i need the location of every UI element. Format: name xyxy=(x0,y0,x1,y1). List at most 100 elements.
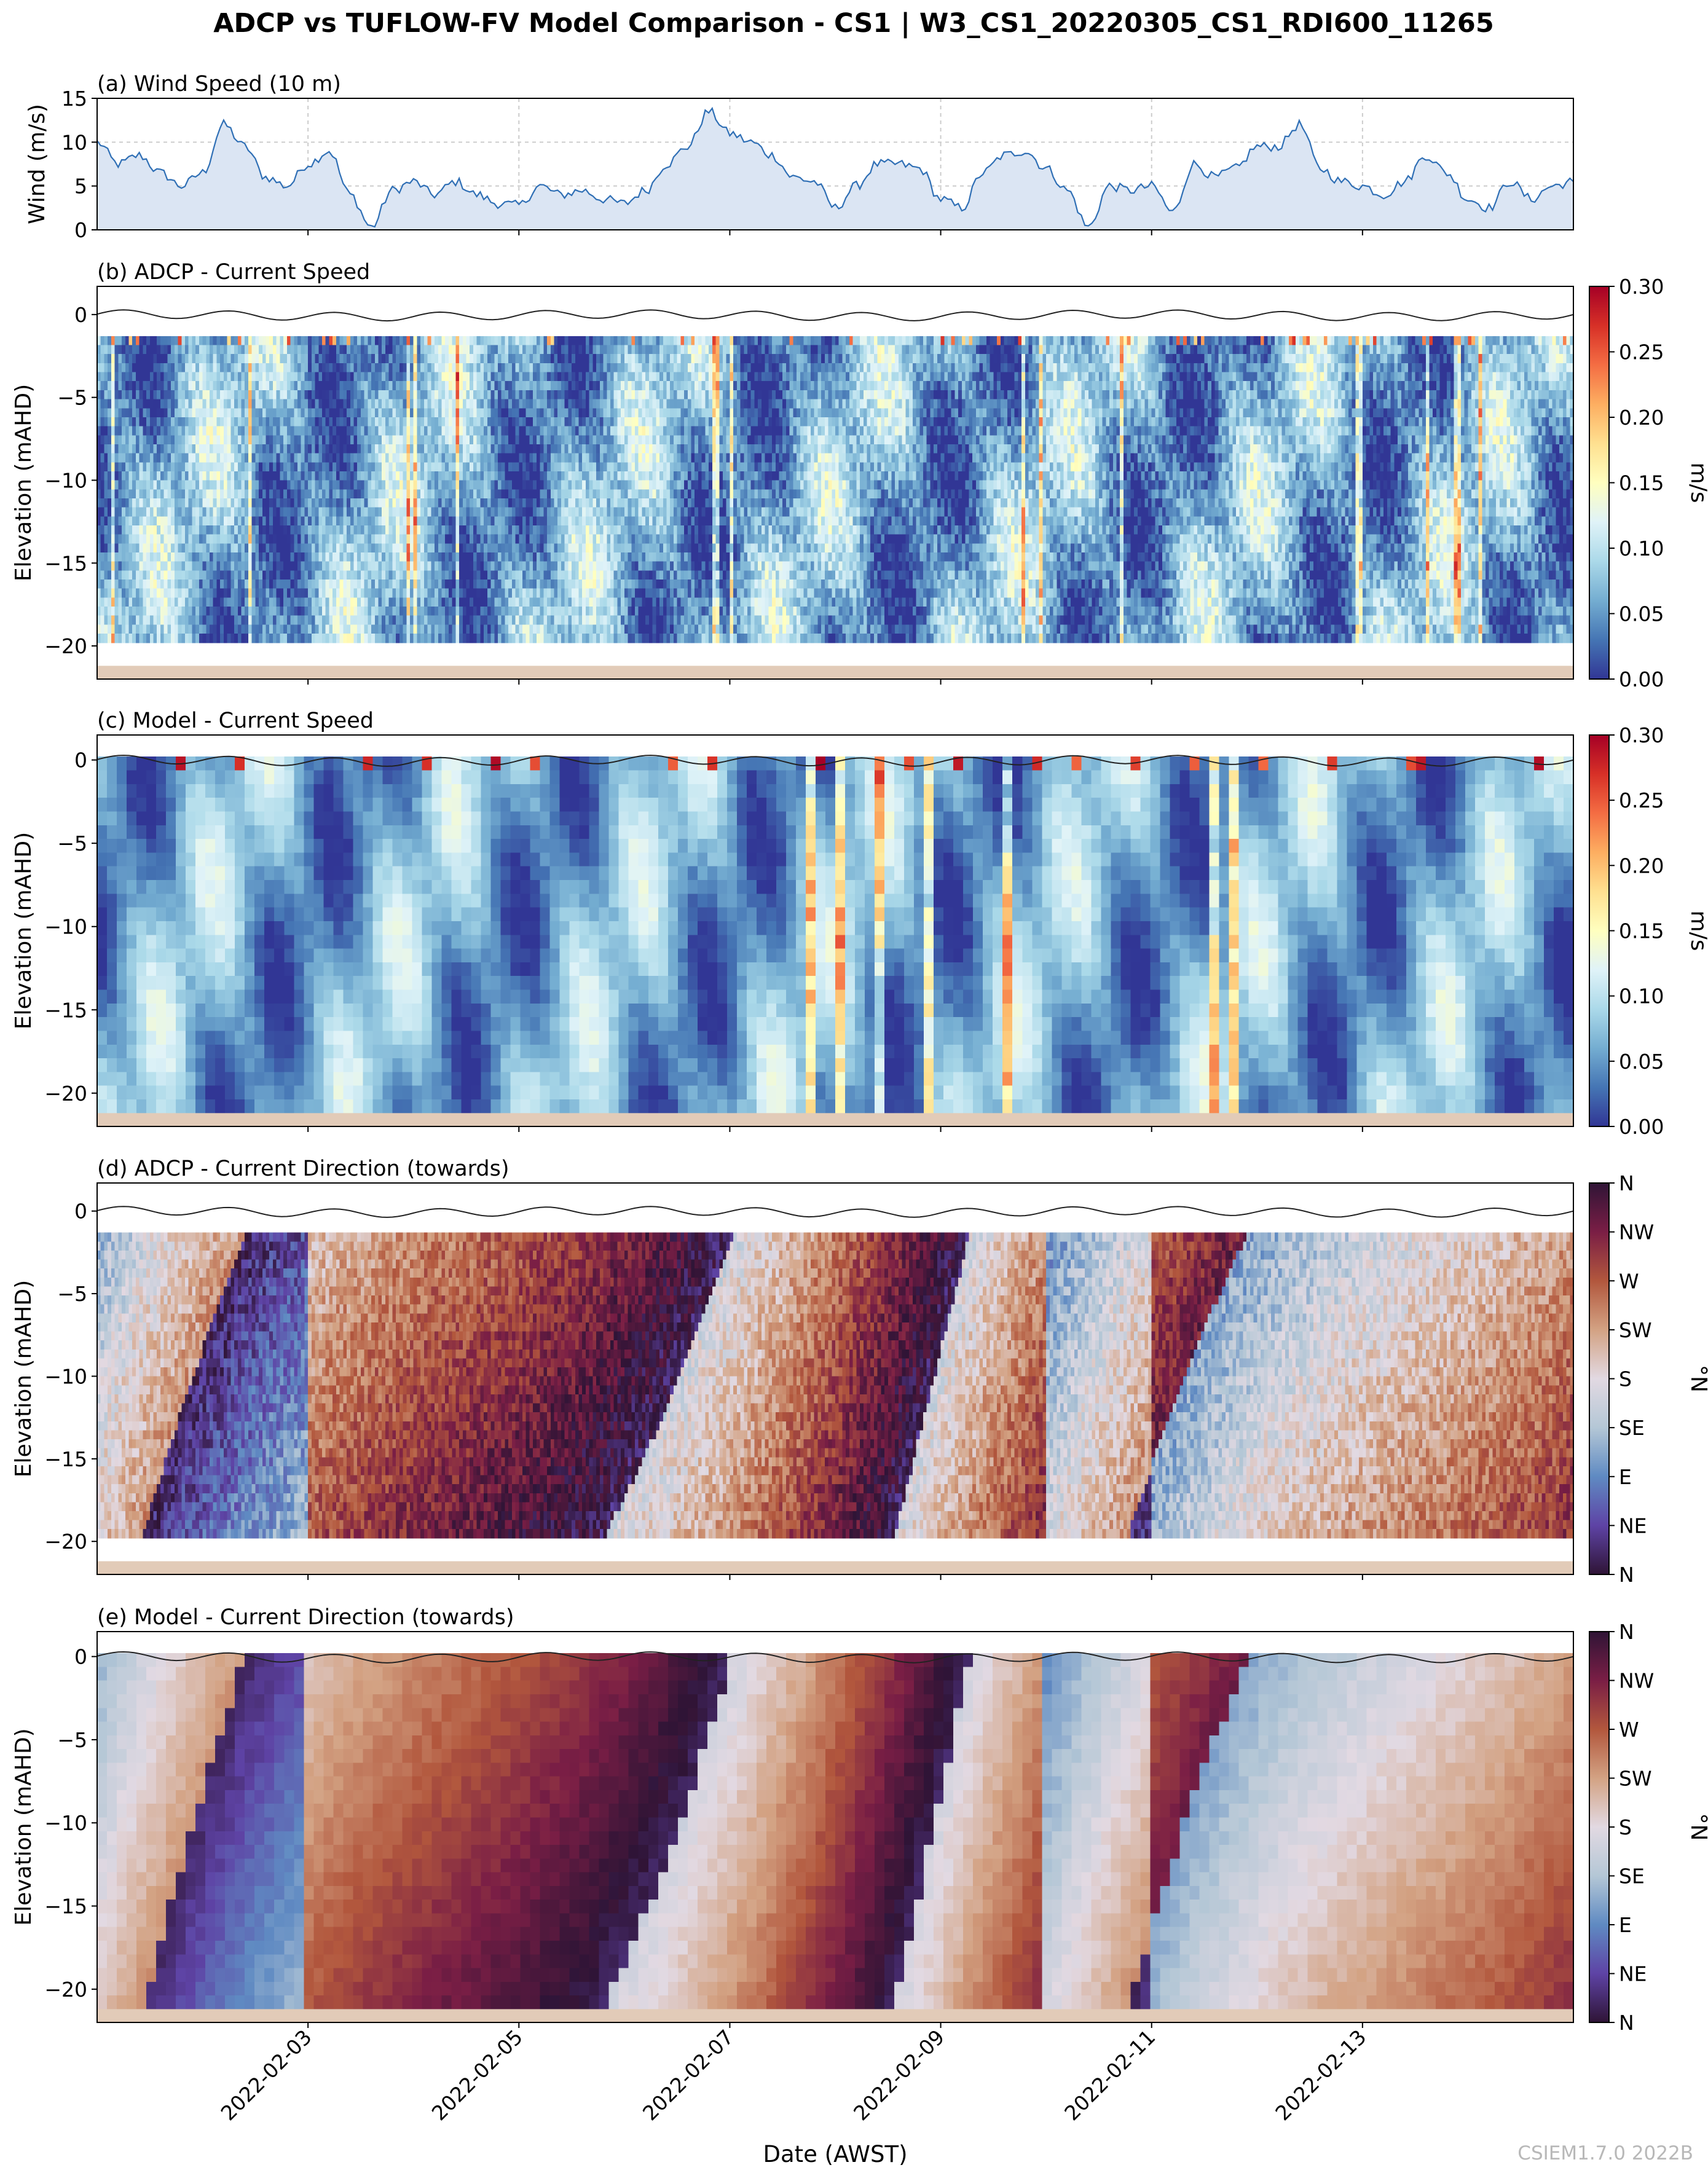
heatmap-cell xyxy=(160,634,164,643)
heatmap-cell xyxy=(101,435,104,444)
heatmap-cell xyxy=(101,454,104,463)
heatmap-cell xyxy=(164,462,168,471)
heatmap-cell xyxy=(111,597,115,607)
heatmap-cell xyxy=(154,589,157,598)
heatmap-cell xyxy=(128,336,132,345)
heatmap-cell xyxy=(160,624,164,634)
heatmap-cell xyxy=(185,336,189,345)
heatmap-cell xyxy=(128,471,132,481)
heatmap-cell xyxy=(140,454,143,463)
heatmap-cell xyxy=(118,597,122,607)
heatmap-cell xyxy=(154,435,157,444)
heatmap-cell xyxy=(192,498,195,508)
heatmap-cell xyxy=(118,589,122,598)
heatmap-cell xyxy=(160,580,164,589)
heatmap-cell xyxy=(154,634,157,643)
heatmap-cell xyxy=(150,426,154,436)
heatmap-cell xyxy=(104,516,108,525)
heatmap-cell xyxy=(164,417,168,426)
heatmap-cell xyxy=(154,426,157,436)
heatmap-cell xyxy=(125,372,129,382)
heatmap-cell xyxy=(118,498,122,508)
heatmap-cell xyxy=(115,345,119,355)
heatmap-cell xyxy=(125,462,129,471)
heatmap-cell xyxy=(104,589,108,598)
heatmap-cell xyxy=(181,634,185,643)
heatmap-cell xyxy=(122,381,125,390)
heatmap-cell xyxy=(181,543,185,552)
heatmap-cell xyxy=(150,336,154,345)
heatmap-cell xyxy=(125,481,129,490)
y-axis-label-a: Wind (m/s) xyxy=(25,104,50,224)
heatmap-cell xyxy=(157,570,160,580)
heatmap-cell xyxy=(154,597,157,607)
heatmap-cell xyxy=(146,399,150,409)
heatmap-cell xyxy=(128,570,132,580)
heatmap-cell xyxy=(140,345,143,355)
heatmap-cell xyxy=(132,516,136,525)
heatmap-cell xyxy=(157,489,160,498)
heatmap-cell xyxy=(160,508,164,517)
heatmap-cell xyxy=(108,525,111,535)
heatmap-cell xyxy=(115,354,119,363)
heatmap-cell xyxy=(104,399,108,409)
heatmap-cell xyxy=(122,336,125,345)
heatmap-cell xyxy=(167,399,171,409)
heatmap-cell xyxy=(128,435,132,444)
heatmap-cell xyxy=(115,381,119,390)
heatmap-cell xyxy=(122,570,125,580)
heatmap-cell xyxy=(175,462,178,471)
heatmap-cell xyxy=(128,417,132,426)
heatmap-cell xyxy=(108,508,111,517)
heatmap-cell xyxy=(195,390,199,399)
heatmap-cell xyxy=(167,552,171,562)
heatmap-cell xyxy=(164,390,168,399)
heatmap-cell xyxy=(132,462,136,471)
heatmap-cell xyxy=(154,372,157,382)
heatmap-cell xyxy=(157,435,160,444)
heatmap-cell xyxy=(115,462,119,471)
heatmap-cell xyxy=(164,481,168,490)
heatmap-cell xyxy=(143,589,146,598)
heatmap-cell xyxy=(101,570,104,580)
heatmap-cell xyxy=(192,417,195,426)
heatmap-cell xyxy=(192,471,195,481)
heatmap-cell xyxy=(111,381,115,390)
heatmap-cell xyxy=(171,498,175,508)
heatmap-cell xyxy=(136,336,140,345)
heatmap-cell xyxy=(195,363,199,372)
heatmap-cell xyxy=(104,363,108,372)
heatmap-cell xyxy=(136,408,140,417)
heatmap-cell xyxy=(108,562,111,571)
heatmap-cell xyxy=(115,498,119,508)
heatmap-cell xyxy=(111,444,115,454)
heatmap-cell xyxy=(115,508,119,517)
heatmap-cell xyxy=(108,489,111,498)
heatmap-cell xyxy=(171,525,175,535)
heatmap-cell xyxy=(175,489,178,498)
heatmap-cell xyxy=(118,616,122,625)
heatmap-cell xyxy=(178,498,182,508)
heatmap-cell xyxy=(195,444,199,454)
heatmap-cell xyxy=(189,489,192,498)
heatmap-cell xyxy=(104,525,108,535)
heatmap-cell xyxy=(146,607,150,616)
heatmap-cell xyxy=(181,562,185,571)
heatmap-cell xyxy=(122,616,125,625)
heatmap-cell xyxy=(195,426,199,436)
heatmap-cell xyxy=(150,363,154,372)
heatmap-cell xyxy=(140,607,143,616)
heatmap-cell xyxy=(111,363,115,372)
heatmap-cell xyxy=(154,516,157,525)
heatmap-cell xyxy=(108,516,111,525)
heatmap-cell xyxy=(164,345,168,355)
heatmap-cell xyxy=(171,543,175,552)
heatmap-cell xyxy=(175,516,178,525)
heatmap-cell xyxy=(115,390,119,399)
heatmap-cell xyxy=(128,489,132,498)
heatmap-cell xyxy=(146,489,150,498)
heatmap-cell xyxy=(185,417,189,426)
heatmap-cell xyxy=(171,562,175,571)
heatmap-cell xyxy=(140,471,143,481)
heatmap-cell xyxy=(125,607,129,616)
